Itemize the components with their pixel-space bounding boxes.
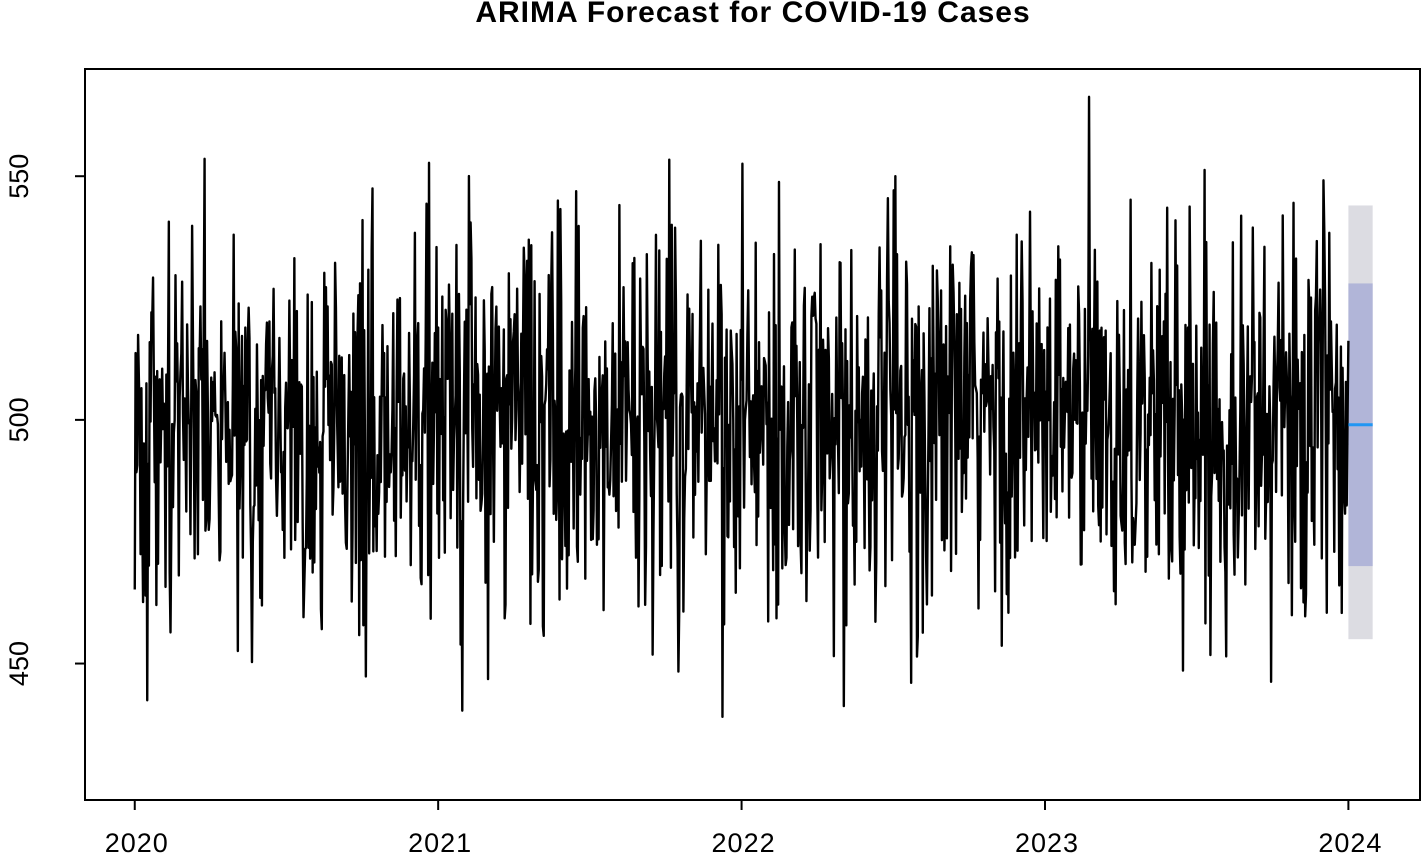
observed-series (133, 95, 1350, 719)
y-tick-label: 500 (4, 397, 34, 442)
x-axis: 2020 2021 2022 2023 2024 (105, 799, 1382, 855)
x-tick-label: 2021 (408, 828, 472, 855)
x-tick-label: 2020 (105, 828, 169, 855)
forecast-intervals (1348, 205, 1373, 640)
y-tick-label: 450 (4, 641, 34, 686)
y-tick-label: 550 (4, 154, 34, 199)
x-tick-label: 2022 (712, 828, 776, 855)
x-tick-label: 2024 (1318, 828, 1382, 855)
observed-line (133, 95, 1350, 719)
x-tick-label: 2023 (1015, 828, 1079, 855)
y-axis: 450 500 550 (4, 154, 85, 686)
chart-title: ARIMA Forecast for COVID-19 Cases (475, 0, 1030, 29)
